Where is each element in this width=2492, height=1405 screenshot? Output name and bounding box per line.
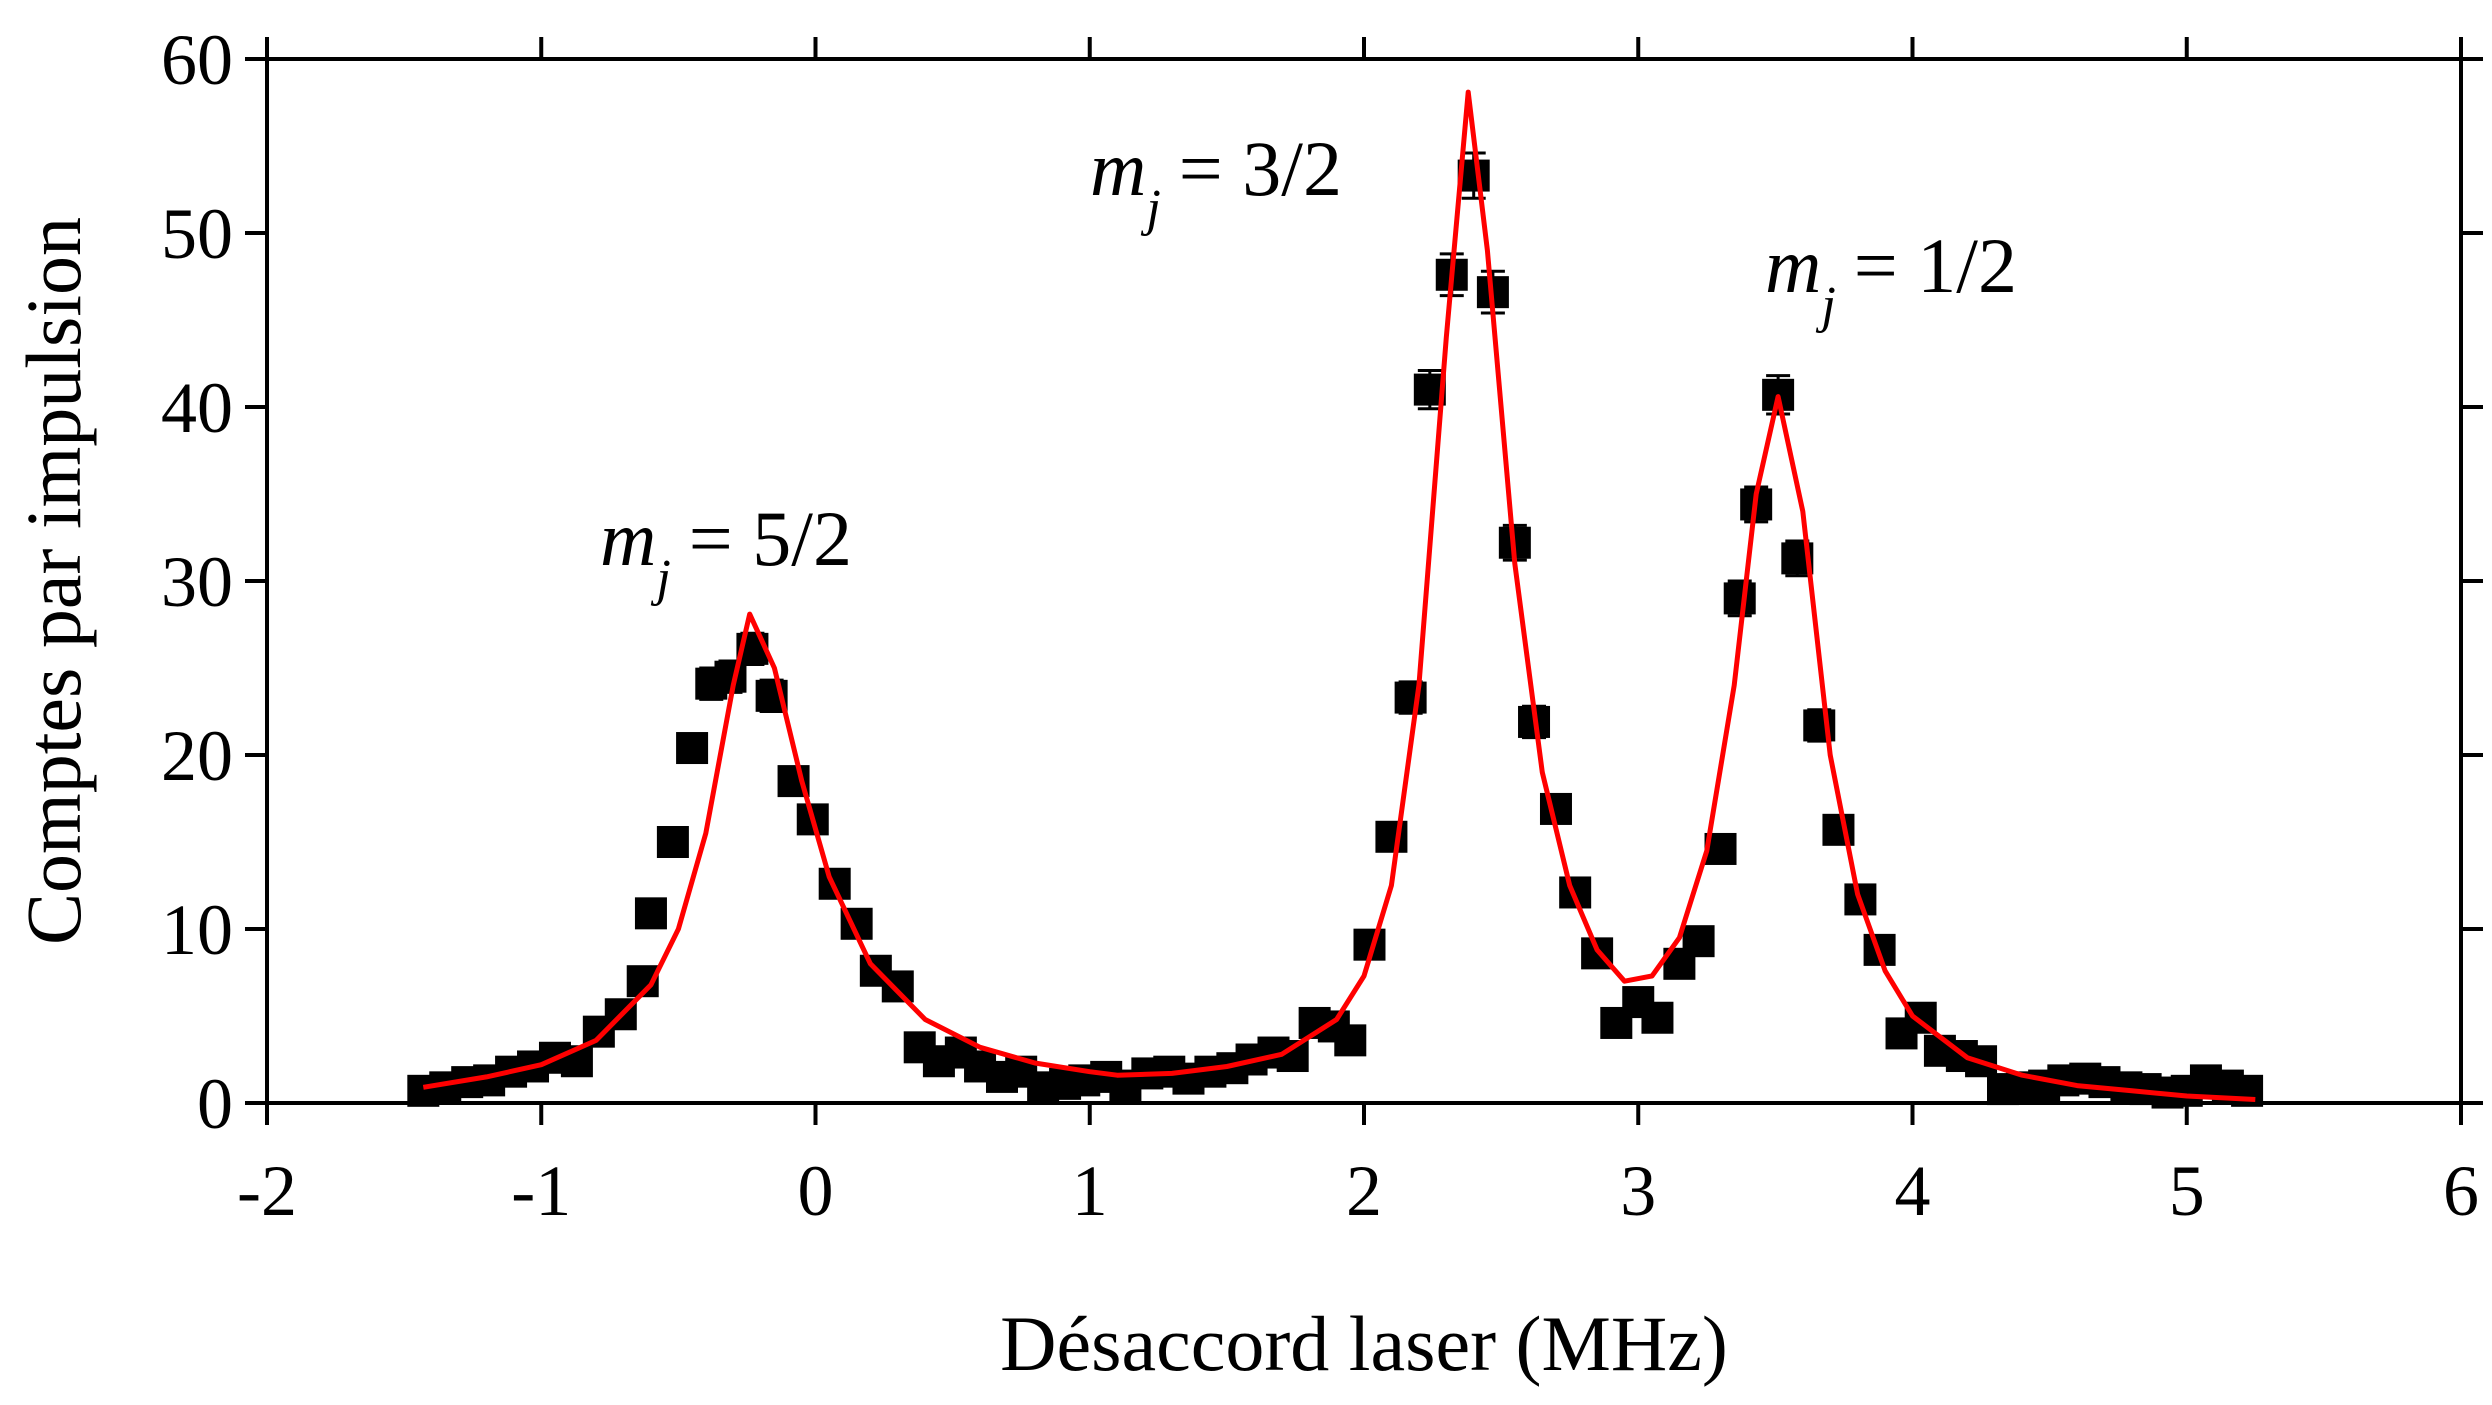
y-tick-label: 50 xyxy=(161,194,233,274)
data-point xyxy=(1334,1024,1367,1057)
data-point xyxy=(1394,681,1427,714)
annotation-text: = 5/2 xyxy=(689,495,852,582)
fit-curve xyxy=(422,89,2256,1102)
data-point xyxy=(1682,925,1715,958)
data-point xyxy=(881,970,914,1003)
x-tick-label: 1 xyxy=(1072,1151,1108,1231)
y-tick-label: 10 xyxy=(161,890,233,970)
annotation: mj = 1/2 xyxy=(1765,222,2017,334)
annotation-subscript: j xyxy=(650,550,670,607)
x-tick-label: 4 xyxy=(1895,1151,1931,1231)
x-tick-label: 5 xyxy=(2169,1151,2205,1231)
data-point xyxy=(2231,1074,2264,1107)
annotation: mj = 3/2 xyxy=(1090,125,1342,237)
data-point xyxy=(1641,1001,1674,1034)
x-tick-label: 0 xyxy=(798,1151,834,1231)
y-tick-label: 0 xyxy=(197,1064,233,1144)
data-point xyxy=(676,732,709,765)
annotation-text: = 1/2 xyxy=(1854,222,2017,309)
annotation-symbol: m xyxy=(1090,125,1146,212)
x-tick-label: -2 xyxy=(237,1151,297,1231)
y-tick-label: 30 xyxy=(161,542,233,622)
x-tick-label: 6 xyxy=(2443,1151,2479,1231)
y-tick-label: 40 xyxy=(161,368,233,448)
y-axis-label: Comptes par impulsion xyxy=(10,217,97,945)
y-tick-label: 20 xyxy=(161,716,233,796)
data-point xyxy=(634,897,667,930)
x-tick-label: 3 xyxy=(1620,1151,1656,1231)
data-point xyxy=(656,826,689,858)
annotation-subscript: j xyxy=(1815,277,1835,334)
x-tick-label: 2 xyxy=(1346,1151,1382,1231)
annotation-subscript: j xyxy=(1140,180,1160,237)
data-point xyxy=(1375,820,1408,853)
annotation-text: = 3/2 xyxy=(1179,125,1342,212)
x-axis-label: Désaccord laser (MHz) xyxy=(1000,1300,1728,1387)
annotation-symbol: m xyxy=(1765,222,1821,309)
x-tick-label: -1 xyxy=(511,1151,571,1231)
annotation-symbol: m xyxy=(600,495,656,582)
y-tick-label: 60 xyxy=(161,20,233,100)
data-point xyxy=(1723,582,1756,615)
annotation: mj = 5/2 xyxy=(600,495,852,607)
